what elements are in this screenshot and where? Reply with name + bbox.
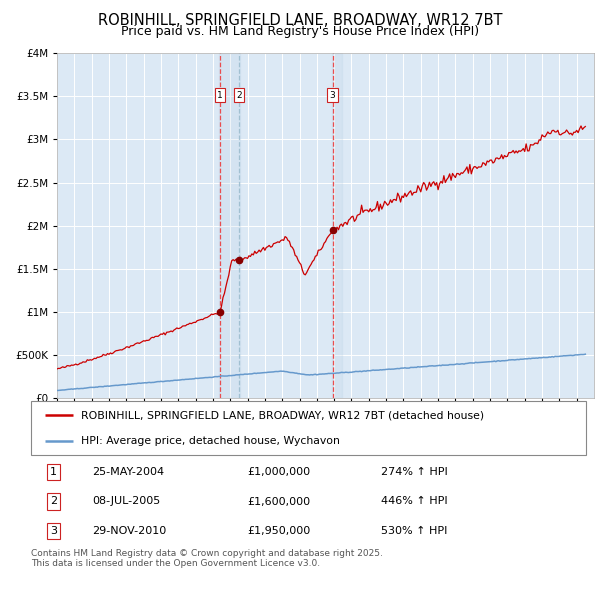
Text: 3: 3 <box>330 91 335 100</box>
Text: 2: 2 <box>50 497 57 506</box>
Text: 29-NOV-2010: 29-NOV-2010 <box>92 526 167 536</box>
Text: 274% ↑ HPI: 274% ↑ HPI <box>381 467 448 477</box>
Text: 1: 1 <box>217 91 223 100</box>
Bar <box>332 53 342 398</box>
Text: 530% ↑ HPI: 530% ↑ HPI <box>381 526 447 536</box>
Bar <box>219 53 240 398</box>
Text: £1,000,000: £1,000,000 <box>248 467 311 477</box>
Text: 08-JUL-2005: 08-JUL-2005 <box>92 497 161 506</box>
Text: HPI: Average price, detached house, Wychavon: HPI: Average price, detached house, Wych… <box>81 435 340 445</box>
Text: Price paid vs. HM Land Registry's House Price Index (HPI): Price paid vs. HM Land Registry's House … <box>121 25 479 38</box>
Text: £1,600,000: £1,600,000 <box>248 497 311 506</box>
Text: Contains HM Land Registry data © Crown copyright and database right 2025.
This d: Contains HM Land Registry data © Crown c… <box>31 549 383 568</box>
Text: 446% ↑ HPI: 446% ↑ HPI <box>381 497 448 506</box>
Text: ROBINHILL, SPRINGFIELD LANE, BROADWAY, WR12 7BT: ROBINHILL, SPRINGFIELD LANE, BROADWAY, W… <box>98 13 502 28</box>
Text: 1: 1 <box>50 467 57 477</box>
Text: 25-MAY-2004: 25-MAY-2004 <box>92 467 164 477</box>
Text: ROBINHILL, SPRINGFIELD LANE, BROADWAY, WR12 7BT (detached house): ROBINHILL, SPRINGFIELD LANE, BROADWAY, W… <box>81 411 484 421</box>
Text: 2: 2 <box>236 91 242 100</box>
Text: 3: 3 <box>50 526 57 536</box>
Text: £1,950,000: £1,950,000 <box>248 526 311 536</box>
FancyBboxPatch shape <box>31 401 586 455</box>
